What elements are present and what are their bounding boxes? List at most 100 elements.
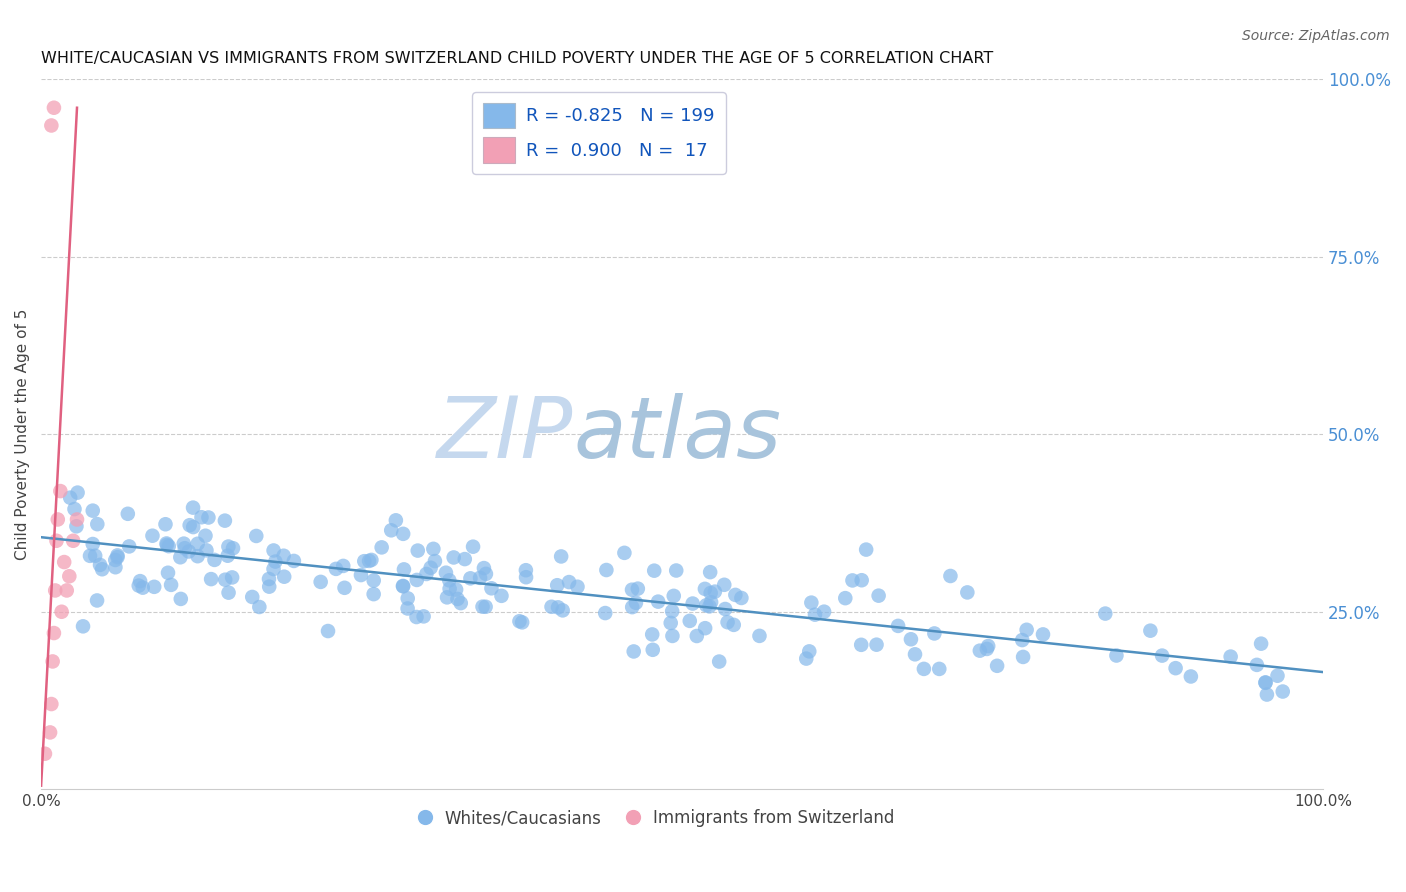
Point [515, 570, 537, 584]
Point [508, 614, 530, 628]
Point [1271, 684, 1294, 698]
Point [117, 507, 139, 521]
Point [350, 568, 373, 582]
Point [1152, 648, 1174, 663]
Point [156, 538, 179, 552]
Point [647, 594, 669, 608]
Point [558, 575, 581, 590]
Point [45, 533, 67, 548]
Point [84, 549, 107, 563]
Point [181, 520, 204, 534]
Point [187, 549, 209, 564]
Point [419, 560, 441, 574]
Point [868, 589, 890, 603]
Point [887, 619, 910, 633]
Point [716, 615, 738, 630]
Point [714, 602, 737, 616]
Point [309, 574, 332, 589]
Text: WHITE/CAUCASIAN VS IMMIGRANTS FROM SWITZERLAND CHILD POVERTY UNDER THE AGE OF 5 : WHITE/CAUCASIAN VS IMMIGRANTS FROM SWITZ… [41, 51, 994, 66]
Point [1164, 661, 1187, 675]
Point [540, 599, 562, 614]
Point [380, 524, 402, 538]
Point [699, 586, 721, 600]
Text: ZIP: ZIP [437, 392, 574, 475]
Point [273, 549, 295, 563]
Point [173, 536, 195, 550]
Point [51, 605, 73, 619]
Point [245, 529, 267, 543]
Point [977, 639, 1000, 653]
Point [46, 512, 69, 526]
Point [703, 584, 725, 599]
Point [44, 583, 66, 598]
Point [132, 581, 155, 595]
Point [283, 554, 305, 568]
Point [86, 593, 108, 607]
Point [273, 570, 295, 584]
Point [613, 546, 636, 560]
Point [1139, 624, 1161, 638]
Point [621, 582, 644, 597]
Point [240, 590, 263, 604]
Point [360, 553, 382, 567]
Point [156, 566, 179, 580]
Point [593, 606, 616, 620]
Point [257, 572, 280, 586]
Point [222, 541, 245, 556]
Point [173, 541, 195, 556]
Point [316, 624, 339, 638]
Point [976, 641, 998, 656]
Point [546, 578, 568, 592]
Point [66, 485, 89, 500]
Point [200, 572, 222, 586]
Point [695, 621, 717, 635]
Point [155, 517, 177, 532]
Point [900, 632, 922, 647]
Point [118, 540, 141, 554]
Point [439, 574, 461, 588]
Point [392, 562, 415, 576]
Point [1256, 688, 1278, 702]
Point [363, 587, 385, 601]
Point [143, 580, 166, 594]
Point [160, 578, 183, 592]
Point [471, 599, 494, 614]
Point [221, 570, 243, 584]
Point [550, 549, 572, 564]
Point [709, 655, 731, 669]
Point [214, 514, 236, 528]
Point [986, 658, 1008, 673]
Point [359, 554, 381, 568]
Point [928, 662, 950, 676]
Point [325, 562, 347, 576]
Point [800, 596, 823, 610]
Point [851, 573, 873, 587]
Point [1094, 607, 1116, 621]
Y-axis label: Child Poverty Under the Age of 5: Child Poverty Under the Age of 5 [15, 309, 30, 560]
Point [444, 582, 467, 597]
Point [461, 540, 484, 554]
Point [128, 579, 150, 593]
Point [621, 600, 644, 615]
Point [39, 725, 62, 739]
Point [332, 558, 354, 573]
Point [405, 573, 427, 587]
Point [679, 614, 702, 628]
Point [55, 583, 77, 598]
Point [1012, 649, 1035, 664]
Point [53, 555, 76, 569]
Point [204, 553, 226, 567]
Point [1015, 623, 1038, 637]
Point [34, 747, 56, 761]
Point [104, 560, 127, 574]
Point [662, 589, 685, 603]
Point [623, 644, 645, 658]
Point [724, 588, 747, 602]
Point [510, 615, 533, 630]
Point [392, 579, 415, 593]
Point [91, 562, 114, 576]
Point [406, 543, 429, 558]
Point [412, 609, 434, 624]
Point [794, 651, 817, 665]
Point [217, 540, 239, 554]
